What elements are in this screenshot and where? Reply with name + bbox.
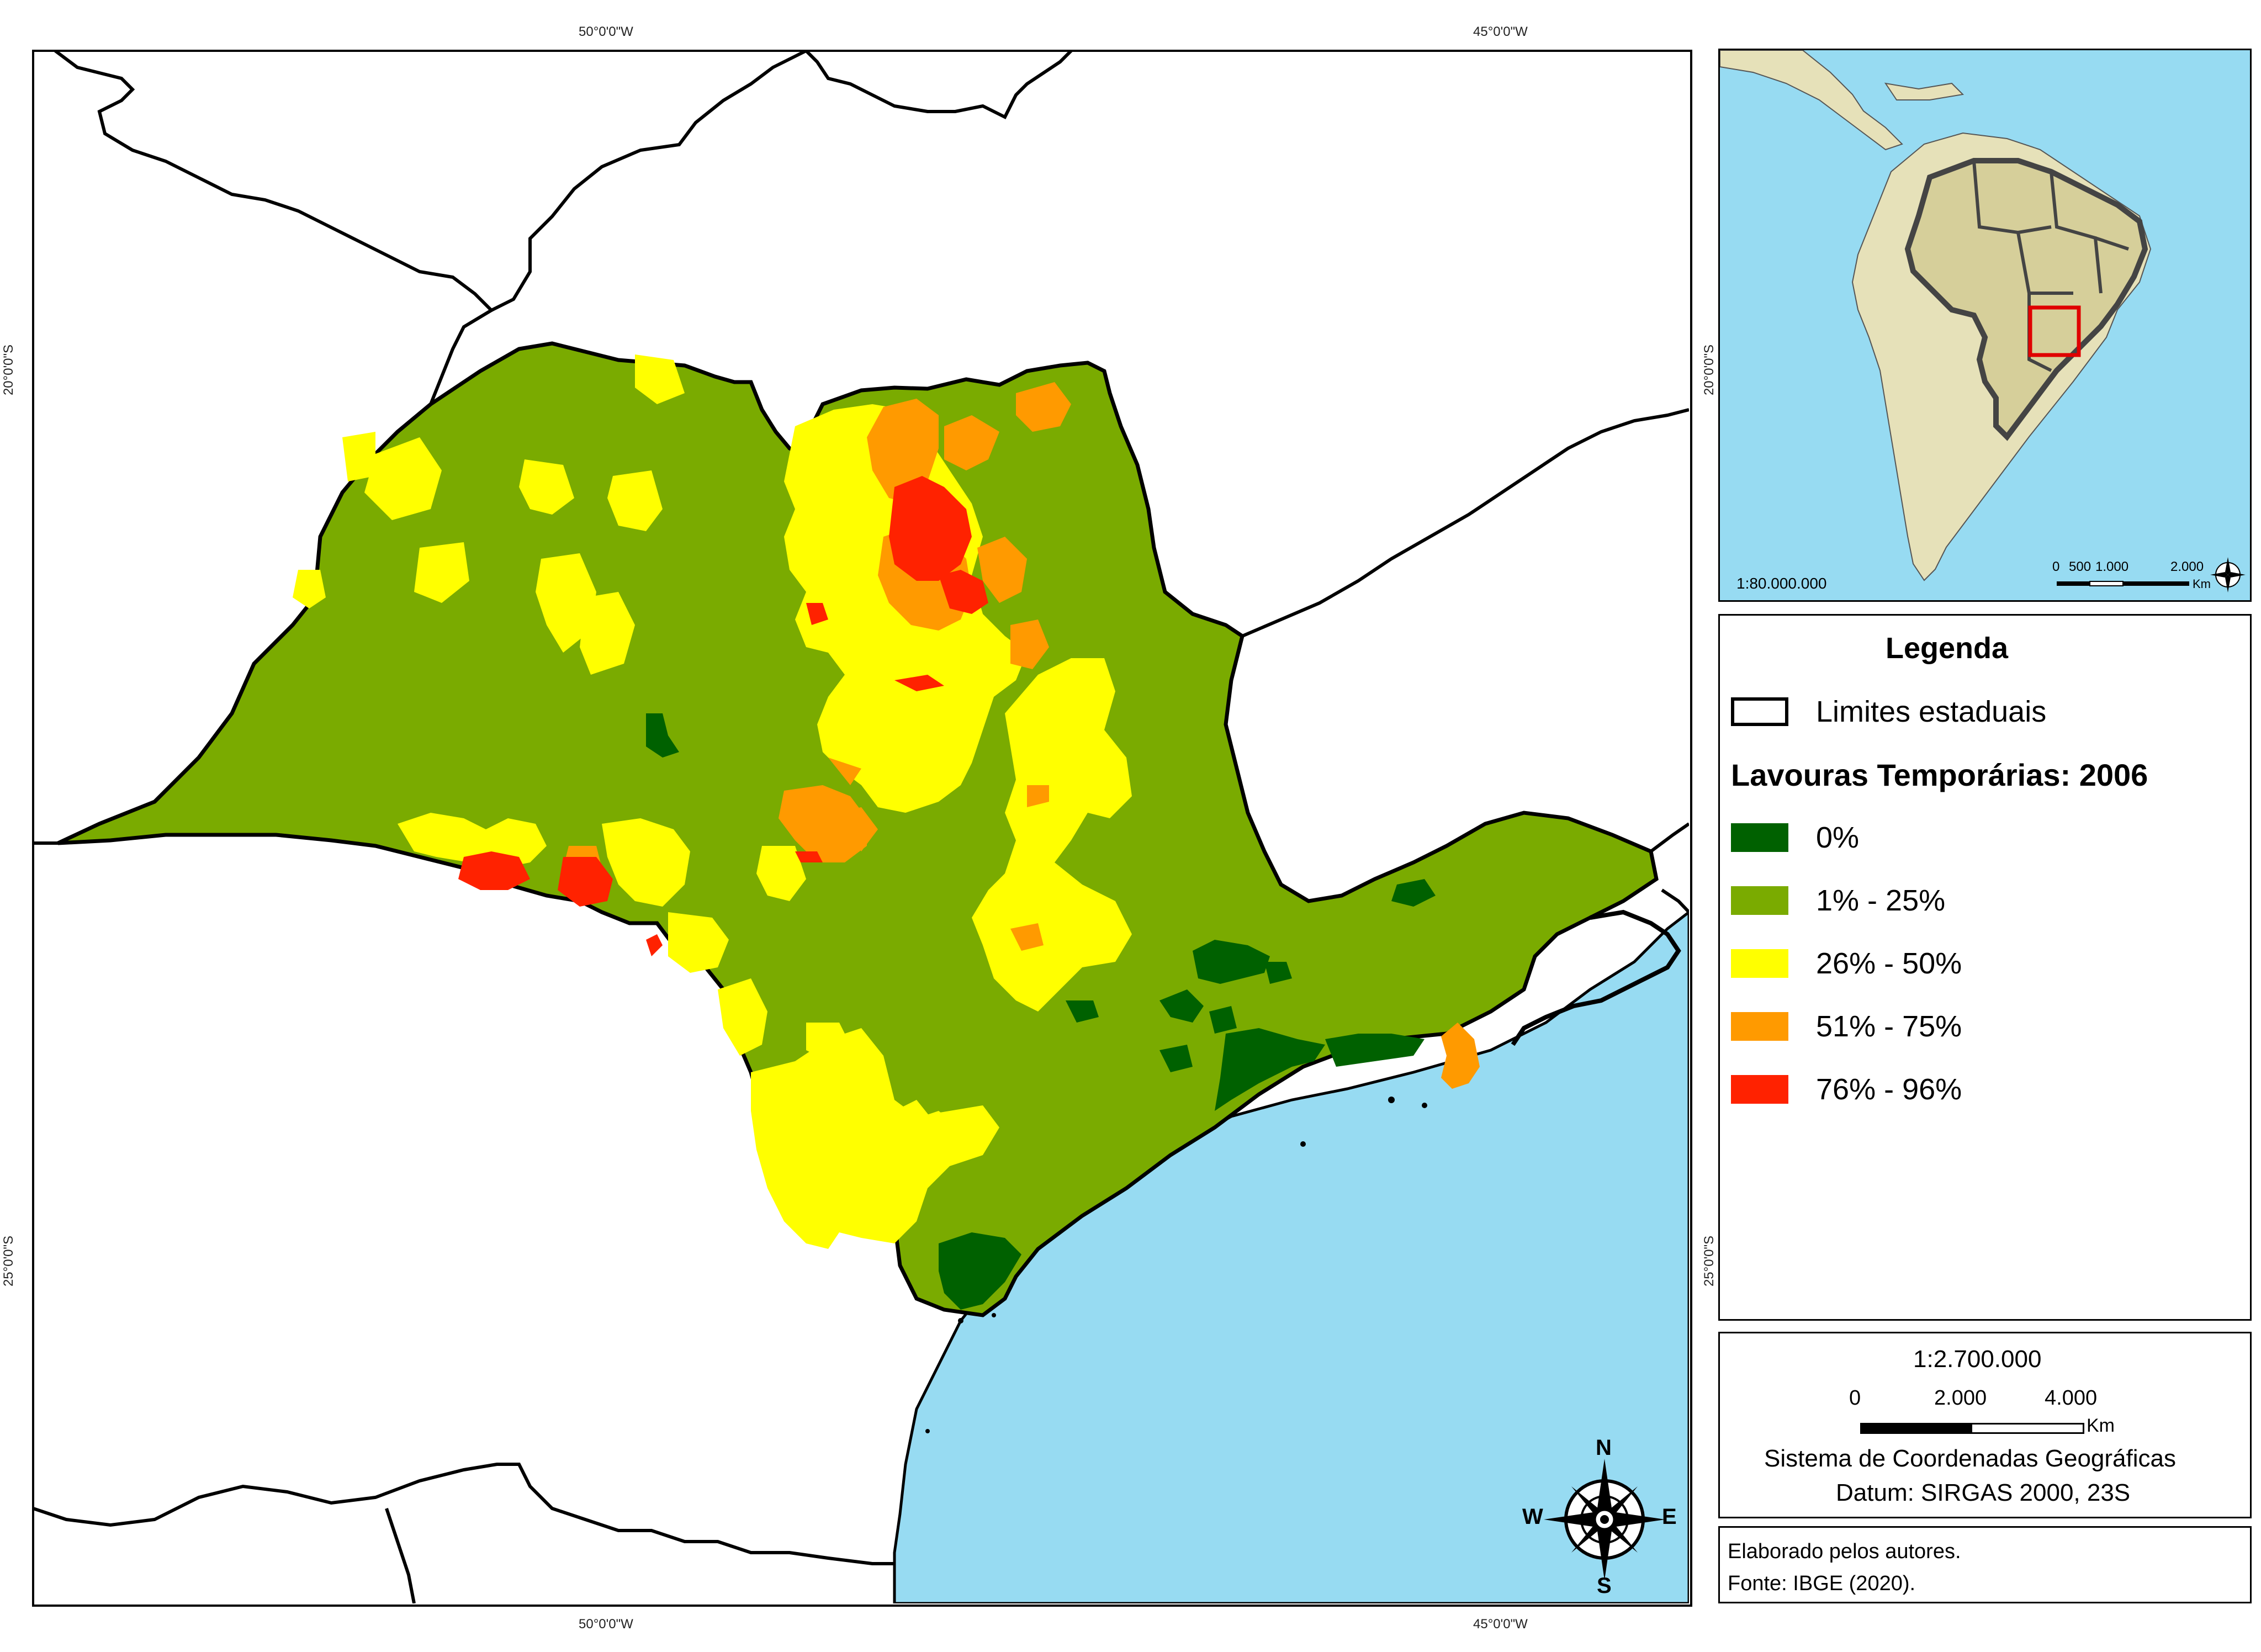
main-map[interactable] <box>33 49 1691 1605</box>
scale-ratio: 1:2.700.000 <box>1913 1346 2042 1373</box>
inset-map-panel: 1:80.000.000 0 500 1.000 2.000 Km <box>1718 49 2252 602</box>
inset-scale-bar-white <box>2089 581 2124 586</box>
credits-panel: Elaborado pelos autores. Fonte: IBGE (20… <box>1718 1526 2252 1603</box>
inset-scale-tick-0: 0 <box>2052 559 2060 574</box>
scale-tick-2000: 2.000 <box>1934 1386 1987 1410</box>
class-26-50-zones <box>293 354 1132 1249</box>
boundary-swatch <box>1731 697 1788 726</box>
grid-label-top-right: 45°0'0"W <box>1473 24 1528 39</box>
scale-bar <box>1860 1423 2084 1434</box>
legend-item-0: 0% <box>1731 821 1860 854</box>
scale-bar-black <box>1862 1425 1972 1432</box>
inset-scale-tick-2000: 2.000 <box>2170 559 2204 574</box>
state-boundaries[interactable] <box>33 49 1691 1604</box>
grid-label-bottom-left: 50°0'0"W <box>579 1617 633 1632</box>
inset-caribbean <box>1884 82 1965 100</box>
coastal-islands <box>925 1097 1427 1433</box>
scale-unit: Km <box>2087 1415 2115 1436</box>
legend-item-2: 26% - 50% <box>1731 947 1962 980</box>
inset-scale-unit: Km <box>2193 577 2211 591</box>
legend-boundary-label: Limites estaduais <box>1816 695 2047 728</box>
grid-label-left-lower: 25°0'0"S <box>1 1235 17 1287</box>
legend-label-4: 76% - 96% <box>1816 1073 1962 1106</box>
legend-swatch-0 <box>1731 823 1788 852</box>
class-76-96-zones <box>458 476 988 956</box>
grid-label-left-upper: 20°0'0"S <box>1 344 17 396</box>
map-frame <box>32 50 1692 1607</box>
grid-label-top-left: 50°0'0"W <box>579 24 633 39</box>
inset-scale-bar-black-2 <box>2123 581 2189 586</box>
inset-scale-ratio: 1:80.000.000 <box>1736 575 1827 592</box>
legend-swatch-4 <box>1731 1075 1788 1104</box>
legend-label-2: 26% - 50% <box>1816 947 1962 980</box>
legend-boundary-item: Limites estaduais <box>1731 695 2047 728</box>
scale-tick-4000: 4.000 <box>2045 1386 2098 1410</box>
grid-label-right-upper: 20°0'0"S <box>1702 344 1717 396</box>
coordinate-system: Sistema de Coordenadas Geográficas <box>1764 1445 2176 1472</box>
inset-map[interactable] <box>1719 50 2250 600</box>
north-arrow <box>1544 1459 1665 1580</box>
scale-bar-white <box>1972 1425 2083 1432</box>
inset-north-arrow <box>2210 557 2246 592</box>
compass-east-label: E <box>1662 1505 1677 1529</box>
inset-scale-bar-black <box>2057 581 2090 586</box>
legend-label-0: 0% <box>1816 821 1860 854</box>
inset-scale-tick-500: 500 <box>2069 559 2091 574</box>
credits-line-2: Fonte: IBGE (2020). <box>1728 1572 1916 1595</box>
inset-central-america <box>1719 50 1903 151</box>
credits-line-1: Elaborado pelos autores. <box>1728 1540 1961 1563</box>
legend-swatch-1 <box>1731 886 1788 915</box>
legend-item-3: 51% - 75% <box>1731 1010 1962 1043</box>
inset-study-area-box <box>2028 305 2081 357</box>
compass-south-label: S <box>1597 1574 1612 1598</box>
compass-north-label: N <box>1596 1436 1612 1460</box>
grid-label-right-lower: 25°0'0"S <box>1702 1235 1717 1287</box>
inset-scale-tick-1000: 1.000 <box>2095 559 2129 574</box>
legend-label-1: 1% - 25% <box>1816 884 1946 917</box>
datum: Datum: SIRGAS 2000, 23S <box>1836 1479 2131 1506</box>
legend-swatch-3 <box>1731 1012 1788 1041</box>
legend-title: Legenda <box>1886 632 2009 665</box>
grid-label-bottom-right: 45°0'0"W <box>1473 1617 1528 1632</box>
compass-west-label: W <box>1522 1505 1543 1529</box>
scale-tick-0: 0 <box>1849 1386 1861 1410</box>
legend-item-1: 1% - 25% <box>1731 884 1946 917</box>
class-0-zones <box>646 713 1436 1310</box>
legend-swatch-2 <box>1731 949 1788 978</box>
legend-item-4: 76% - 96% <box>1731 1073 1962 1106</box>
inset-brazil <box>1904 158 2148 441</box>
legend-panel: Legenda Limites estaduais Lavouras Tempo… <box>1718 614 2252 1321</box>
legend-label-3: 51% - 75% <box>1816 1010 1962 1043</box>
rio-coastline <box>1511 909 1681 1046</box>
scale-panel: 1:2.700.000 0 2.000 4.000 Km Sistema de … <box>1718 1332 2252 1518</box>
legend-subtitle: Lavouras Temporárias: 2006 <box>1731 758 2148 792</box>
